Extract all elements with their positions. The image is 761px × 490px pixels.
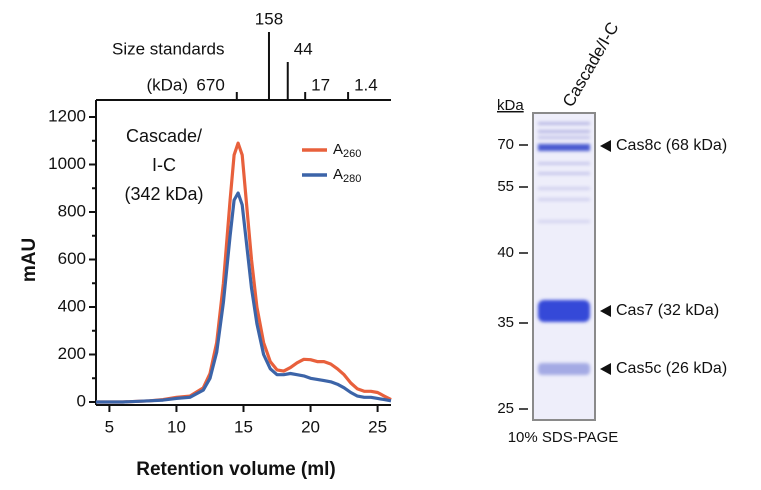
band-arrow	[600, 363, 611, 375]
x-tick-label: 15	[234, 417, 253, 436]
x-tick-label: 20	[301, 417, 320, 436]
ladder-label: 70	[497, 136, 514, 153]
figure: Retention volume (ml) mAU Size standards…	[0, 0, 761, 490]
size-standard-label: 17	[311, 75, 330, 94]
band-arrow	[600, 140, 611, 152]
legend-label: A260	[333, 141, 361, 160]
y-tick-label: 0	[77, 391, 86, 410]
y-tick-label: 400	[58, 296, 86, 315]
annotation: I-C	[152, 155, 176, 175]
band-label: Cas7 (32 kDa)	[616, 302, 719, 319]
ladder-label: 55	[497, 178, 514, 195]
y-tick-label: 200	[58, 344, 86, 363]
x-tick-label: 25	[368, 417, 387, 436]
size-standards-title: Size standards	[112, 39, 224, 58]
size-standard-label: 158	[255, 9, 283, 28]
x-tick-label: 10	[167, 417, 186, 436]
y-tick-label: 600	[58, 249, 86, 268]
annotation: Cascade/	[126, 126, 202, 146]
y-tick-label: 1000	[48, 154, 86, 173]
y-axis-title: mAU	[19, 238, 40, 282]
ladder-title: kDa	[497, 97, 524, 114]
series-line	[96, 193, 391, 402]
band-arrow	[600, 305, 611, 317]
x-tick-label: 5	[105, 417, 114, 436]
annotation: (342 kDa)	[124, 184, 203, 204]
x-axis-title: Retention volume (ml)	[136, 459, 336, 480]
band-label: Cas5c (26 kDa)	[616, 360, 727, 377]
legend-label: A280	[333, 166, 361, 185]
ladder-label: 40	[497, 244, 514, 261]
y-tick-label: 800	[58, 201, 86, 220]
gel-caption: 10% SDS-PAGE	[508, 429, 619, 446]
band-label: Cas8c (68 kDa)	[616, 137, 727, 154]
size-standard-label: 1.4	[354, 75, 378, 94]
size-standards-unit: (kDa)	[146, 75, 188, 94]
y-tick-label: 1200	[48, 106, 86, 125]
size-standard-label: 44	[294, 39, 313, 58]
ladder-label: 35	[497, 314, 514, 331]
lane-label: Cascade/I-C	[559, 19, 623, 110]
size-standard-label: 670	[196, 75, 224, 94]
ladder-label: 25	[497, 400, 514, 417]
